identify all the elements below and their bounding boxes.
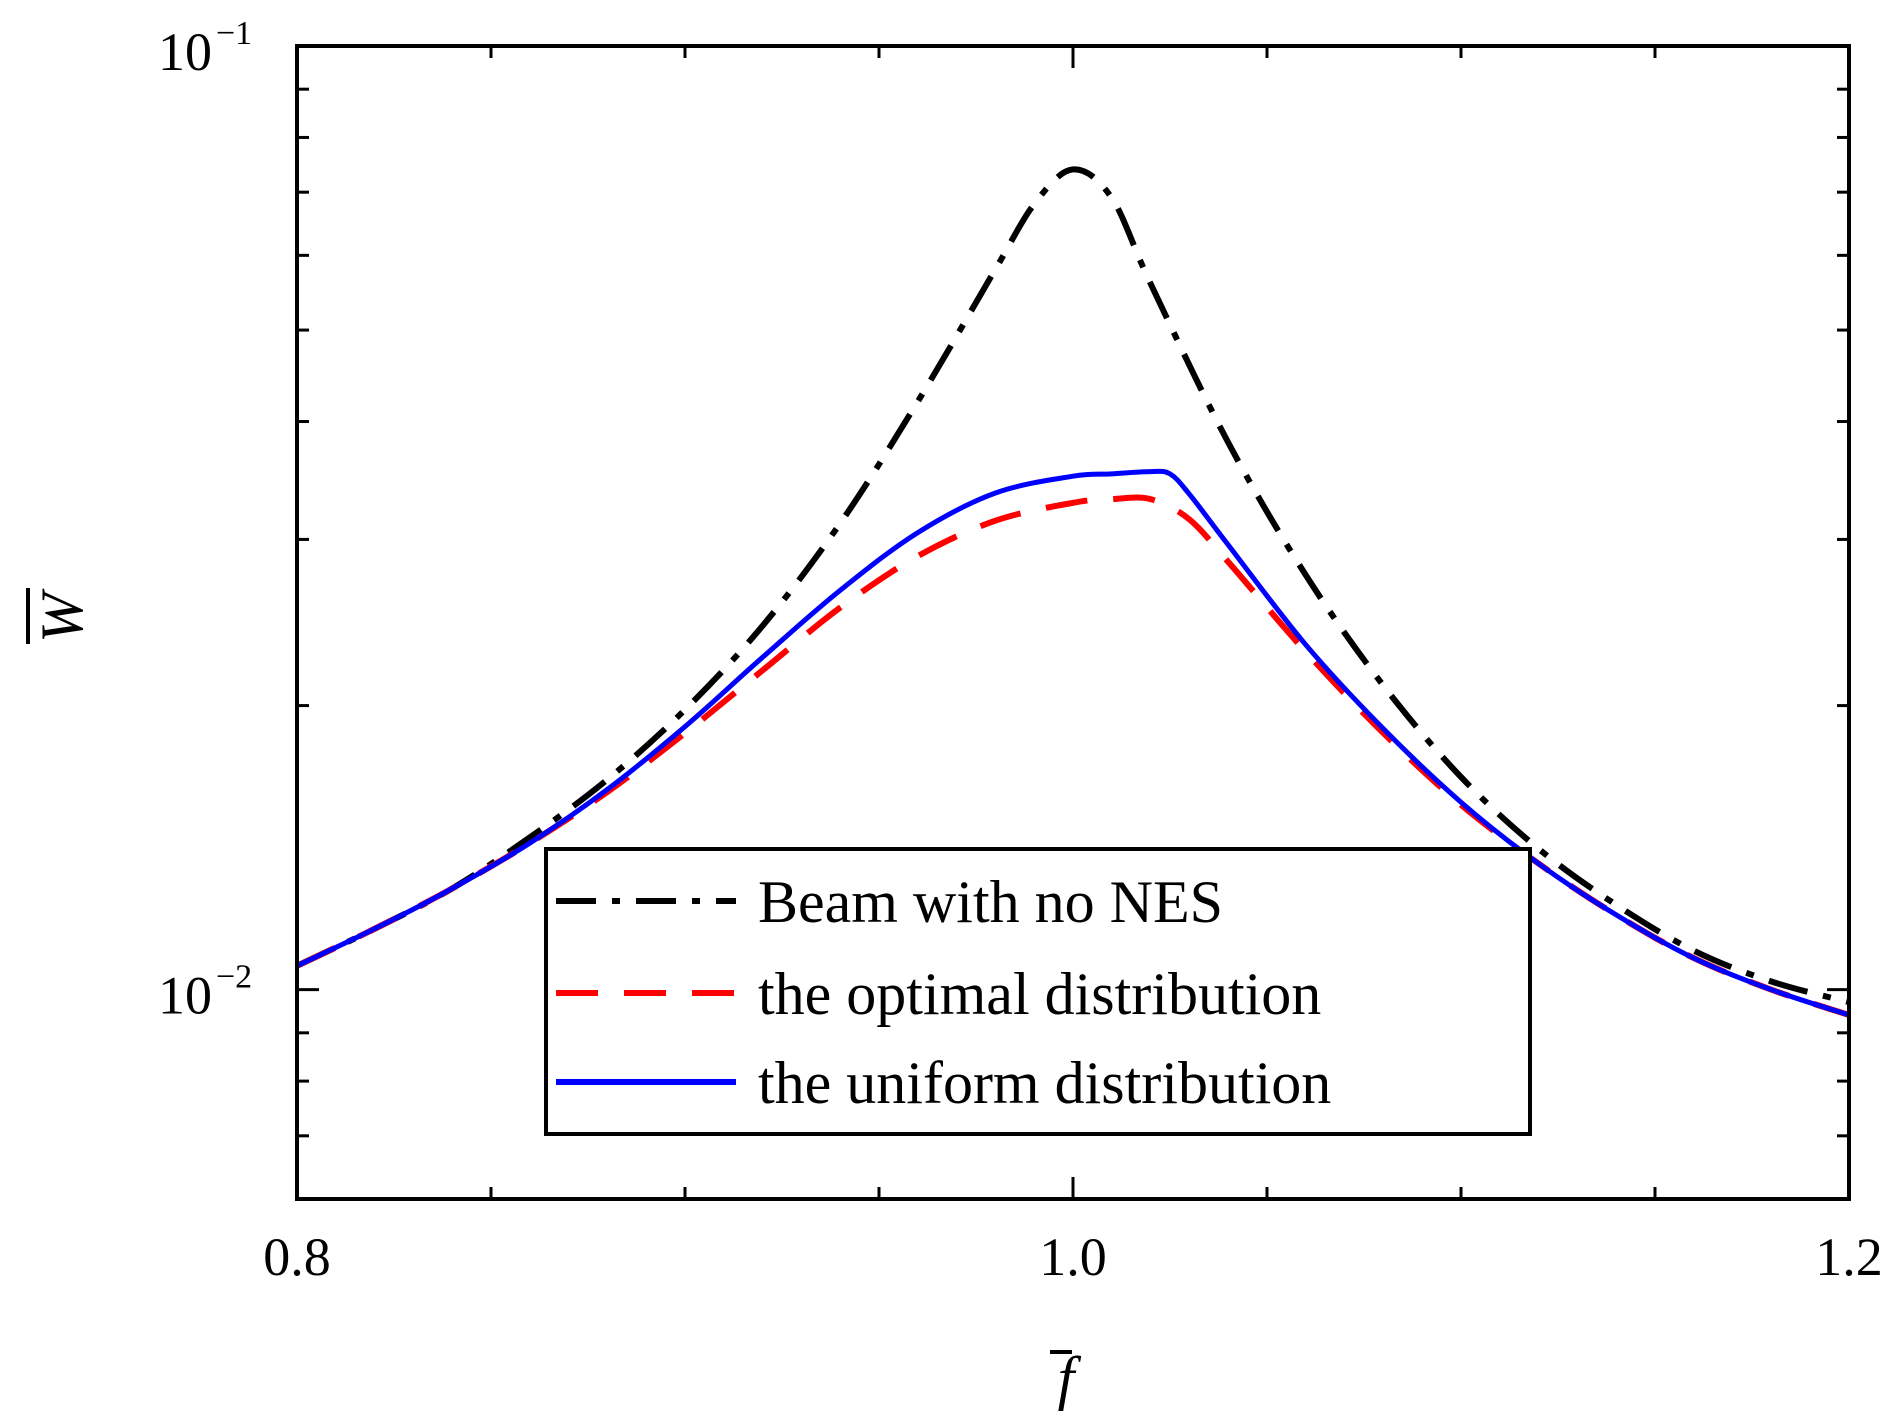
x-axis-title-text: f: [1058, 1345, 1082, 1411]
y-tick-exponent: −2: [216, 959, 252, 996]
series-line-beam-with-no-nes: [295, 166, 1850, 1006]
y-axis-title-text: W: [29, 588, 95, 643]
y-tick-exponent: −1: [216, 15, 252, 52]
x-tick-label: 1.2: [1815, 1227, 1883, 1287]
x-tick-label: 0.8: [263, 1227, 331, 1287]
plot-frame: [295, 44, 1851, 1201]
legend-label-beam-no-nes: Beam with no NES: [758, 869, 1223, 935]
series-line-the-uniform-distribution: [295, 468, 1850, 1018]
legend-label-uniform: the uniform distribution: [758, 1050, 1331, 1116]
legend-label-optimal: the optimal distribution: [758, 961, 1321, 1027]
y-tick-label: 10: [158, 22, 212, 82]
y-axis-title: W: [26, 588, 95, 644]
legend: Beam with no NES the optimal distributio…: [544, 847, 1532, 1136]
y-tick-label: 10: [158, 966, 212, 1026]
x-tick-label: 1.0: [1039, 1227, 1107, 1287]
series-layer: [295, 166, 1850, 1018]
x-axis-title: f: [1050, 1345, 1082, 1411]
